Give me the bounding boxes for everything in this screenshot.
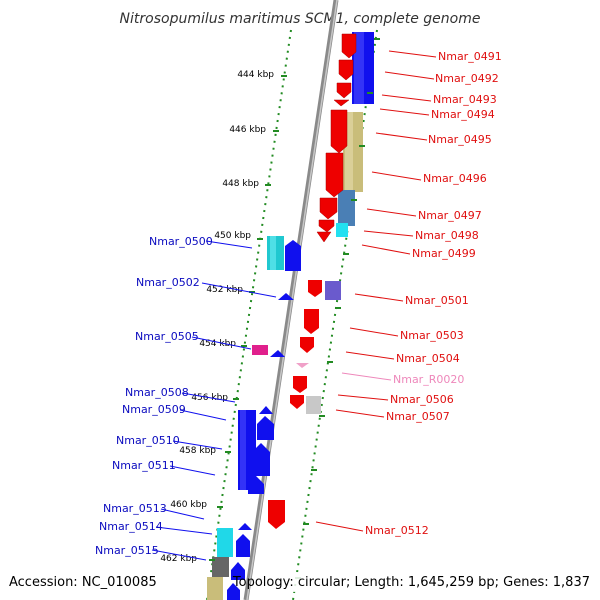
gene-arrow-0502[interactable] <box>278 293 294 300</box>
gene-label-nmar-0515[interactable]: Nmar_0515 <box>95 544 159 557</box>
gene-arrow-0495[interactable] <box>330 109 348 154</box>
tick-460: 460 kbp <box>170 500 207 510</box>
gene-arrow-0499[interactable] <box>316 231 332 243</box>
gene-arrow-0508[interactable] <box>259 406 273 414</box>
gene-arrow-0510[interactable] <box>252 443 270 476</box>
gene-label-nmar-0498[interactable]: Nmar_0498 <box>415 229 479 242</box>
gene-arrow-0509[interactable] <box>257 416 274 440</box>
tick-458: 458 kbp <box>179 446 216 456</box>
left-scale-rail <box>206 29 292 600</box>
gene-label-nmar-0507[interactable]: Nmar_0507 <box>386 410 450 423</box>
gene-arrow-0501[interactable] <box>308 280 322 297</box>
tick-454: 454 kbp <box>199 339 236 349</box>
gene-arrow-0511[interactable] <box>248 476 264 494</box>
gene-label-nmar-0493[interactable]: Nmar_0493 <box>433 93 497 106</box>
gene-block-0507b[interactable] <box>306 396 321 414</box>
gene-label-nmar-0509[interactable]: Nmar_0509 <box>122 403 186 416</box>
reverse-label-connectors <box>151 240 277 561</box>
gene-label-nmar-0491[interactable]: Nmar_0491 <box>438 50 502 63</box>
gene-label-nmar-0511[interactable]: Nmar_0511 <box>112 459 176 472</box>
gene-arrow-R0020[interactable] <box>296 363 309 368</box>
gene-label-nmar-0494[interactable]: Nmar_0494 <box>431 108 495 121</box>
gene-label-nmar-0496[interactable]: Nmar_0496 <box>423 172 487 185</box>
gene-label-nmar-0508[interactable]: Nmar_0508 <box>125 386 189 399</box>
gene-label-nmar-0506[interactable]: Nmar_0506 <box>390 393 454 406</box>
gene-label-nmar-0503[interactable]: Nmar_0503 <box>400 329 464 342</box>
gene-arrow-0493[interactable] <box>336 82 352 99</box>
gene-arrow-0514[interactable] <box>236 534 250 557</box>
gene-arrow-0503[interactable] <box>304 309 319 334</box>
gene-block-0505[interactable] <box>252 345 268 355</box>
gene-arrow-0500[interactable] <box>285 240 301 271</box>
gene-block-cyan-small[interactable] <box>336 223 348 237</box>
gene-block-0515[interactable] <box>212 557 229 577</box>
gene-label-nmar-0492[interactable]: Nmar_0492 <box>435 72 499 85</box>
tick-444: 444 kbp <box>237 70 274 80</box>
tick-446: 446 kbp <box>229 125 266 135</box>
gene-arrow-0507[interactable] <box>290 395 304 409</box>
right-rail-ticks <box>295 38 380 579</box>
right-scale-rail <box>292 29 378 600</box>
map-title: Nitrosopumilus maritimus SCM1, complete … <box>120 11 481 27</box>
gene-label-nmar-0500[interactable]: Nmar_0500 <box>149 235 213 248</box>
gene-arrow-0496[interactable] <box>325 152 344 198</box>
tick-452: 452 kbp <box>206 285 243 295</box>
gene-block-khaki-bottom[interactable] <box>207 577 223 600</box>
gene-arrow-0506[interactable] <box>293 376 307 393</box>
gene-arrow-0513[interactable] <box>238 523 252 530</box>
gene-block-steelblue[interactable] <box>338 190 355 226</box>
gene-label-nmar-0495[interactable]: Nmar_0495 <box>428 133 492 146</box>
gene-label-nmar-0510[interactable]: Nmar_0510 <box>116 434 180 447</box>
topology-text: Topology: circular; Length: 1,645,259 bp… <box>232 575 590 590</box>
gene-arrow-bottom[interactable] <box>227 583 240 600</box>
gene-label-nmar-r0020[interactable]: Nmar_R0020 <box>393 373 464 386</box>
gene-arrow-0505[interactable] <box>270 350 285 357</box>
tick-450: 450 kbp <box>214 231 251 241</box>
gene-label-nmar-0513[interactable]: Nmar_0513 <box>103 502 167 515</box>
gene-arrow-0497[interactable] <box>319 197 338 220</box>
gene-arrow-0492[interactable] <box>338 59 354 81</box>
gene-arrow-0491[interactable] <box>341 33 357 59</box>
scale-ticks: 444 kbp 446 kbp 448 kbp 450 kbp 452 kbp … <box>160 70 287 564</box>
gene-label-nmar-0514[interactable]: Nmar_0514 <box>99 520 163 533</box>
reverse-gene-labels: Nmar_0500 Nmar_0502 Nmar_0505 Nmar_0508 … <box>95 235 213 557</box>
gene-label-nmar-0499[interactable]: Nmar_0499 <box>412 247 476 260</box>
forward-label-connectors <box>315 50 437 532</box>
gene-label-nmar-0512[interactable]: Nmar_0512 <box>365 524 429 537</box>
gene-label-nmar-0497[interactable]: Nmar_0497 <box>418 209 482 222</box>
gene-arrow-0504[interactable] <box>300 337 314 353</box>
gene-label-nmar-0501[interactable]: Nmar_0501 <box>405 294 469 307</box>
gene-block-0514[interactable] <box>217 528 233 557</box>
gene-block-0501b[interactable] <box>325 281 341 300</box>
accession-text: Accession: NC_010085 <box>9 575 157 590</box>
gene-arrow-0515[interactable] <box>231 562 245 580</box>
rna-label-connector <box>341 372 392 381</box>
gene-arrow-0494[interactable] <box>333 99 350 107</box>
tick-448: 448 kbp <box>222 179 259 189</box>
gene-arrow-0512[interactable] <box>268 500 285 529</box>
forward-genes-top <box>316 33 357 243</box>
gene-label-nmar-0502[interactable]: Nmar_0502 <box>136 276 200 289</box>
gene-label-nmar-0505[interactable]: Nmar_0505 <box>135 330 199 343</box>
tick-462: 462 kbp <box>160 554 197 564</box>
gene-label-nmar-0504[interactable]: Nmar_0504 <box>396 352 460 365</box>
forward-gene-labels: Nmar_0491 Nmar_0492 Nmar_0493 Nmar_0494 … <box>365 50 502 537</box>
gene-arrow-0498[interactable] <box>318 219 335 233</box>
